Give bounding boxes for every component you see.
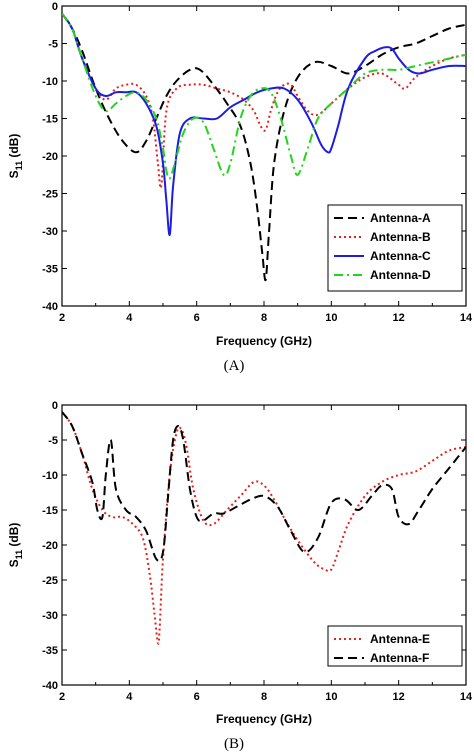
y-tick-label: -35 [42,264,58,276]
x-tick-label: 14 [460,691,473,703]
x-axis-label: Frequency (GHz) [216,712,312,726]
y-tick-label: 0 [52,1,58,13]
x-tick-label: 8 [261,691,267,703]
chart-b: 2 4 6 8 10 12 14 0 -5 -10 -15 -20 -25 -30 -35 -40 Freque… [7,400,473,752]
legend: Antenna-E Antenna-F [327,625,463,667]
y-tick-label: -15 [42,114,58,126]
y-tick-label: -40 [42,301,58,313]
y-axis-label: S11 (dB) [7,134,24,179]
x-tick-label: 12 [393,691,405,703]
legend-label-antenna-f: Antenna-F [370,651,429,665]
y-tick-label: -10 [42,470,58,482]
y-tick-label: -40 [42,680,58,692]
y-tick-label: -30 [42,610,58,622]
y-tick-label: -25 [42,575,58,587]
figure-caption: (B) [224,736,244,752]
legend-label-antenna-d: Antenna-D [370,268,431,282]
x-tick-label: 6 [194,691,200,703]
series-line-antenna-a [62,12,466,282]
y-tick-label: -5 [48,435,58,447]
y-tick-label: -20 [42,540,58,552]
series-line-antenna-d [62,12,466,180]
series-line-antenna-c [62,12,466,236]
y-tick-label: 0 [52,400,58,412]
x-tick-label: 4 [126,312,133,324]
legend-label-antenna-c: Antenna-C [370,249,431,263]
y-tick-label: -5 [48,39,58,51]
x-axis-label: Frequency (GHz) [216,334,312,348]
x-tick-label: 8 [261,312,267,324]
x-tick-label: 6 [194,312,200,324]
legend-label-antenna-a: Antenna-A [370,211,431,225]
x-tick-label: 2 [59,312,65,324]
y-axis-label: S11 (dB) [7,523,24,568]
legend-box [327,625,463,667]
series-line-antenna-e [62,411,466,645]
x-tick-label: 4 [126,691,133,703]
series-line-antenna-f [62,411,466,563]
y-tick-label: -20 [42,151,58,163]
x-tick-label: 14 [460,312,473,324]
figure-caption: (A) [224,358,245,374]
x-tick-label: 10 [325,691,337,703]
legend-box [327,204,463,292]
legend-label-antenna-e: Antenna-E [370,632,430,646]
x-tick-label: 10 [325,312,337,324]
x-tick-label: 2 [59,691,65,703]
y-tick-label: -35 [42,645,58,657]
legend-label-antenna-b: Antenna-B [370,230,431,244]
chart-a: 2 4 6 8 10 12 14 0 -5 -10 -15 -20 -25 -30 -35 -40 Freque… [7,1,473,374]
legend: Antenna-A Antenna-B Antenna-C Antenna-D [327,204,463,292]
y-tick-label: -15 [42,505,58,517]
series-line-antenna-b [62,12,466,190]
x-tick-label: 12 [393,312,405,324]
y-tick-label: -30 [42,226,58,238]
y-tick-label: -10 [42,76,58,88]
y-tick-label: -25 [42,189,58,201]
